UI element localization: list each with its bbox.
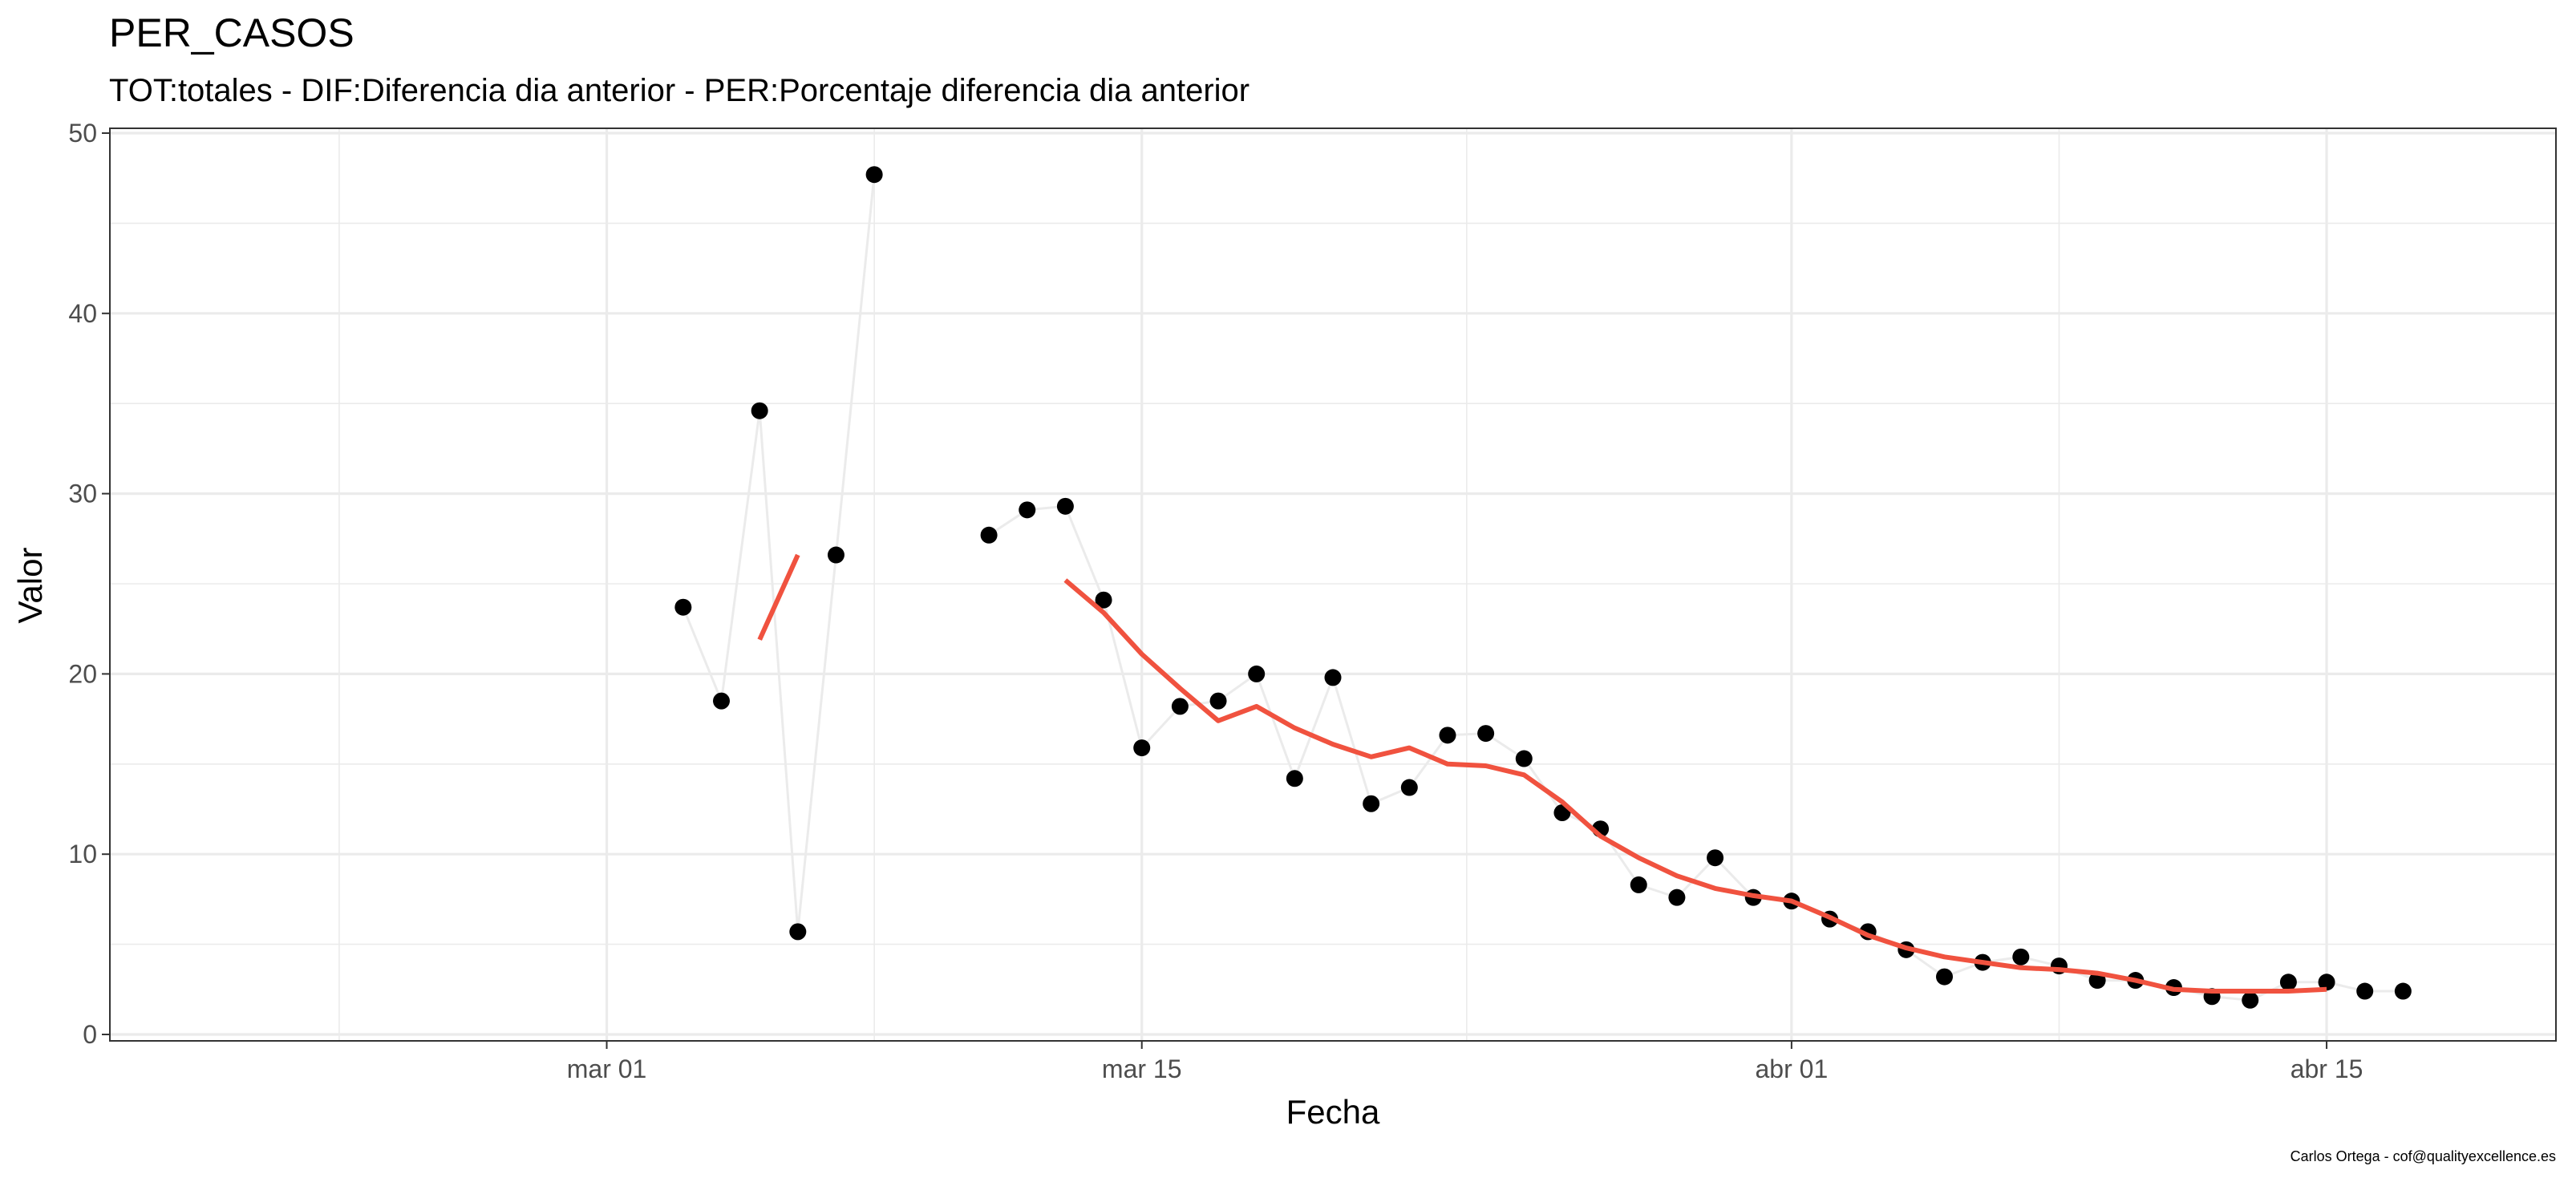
data-point <box>1363 795 1380 812</box>
y-tick-label: 40 <box>68 299 97 328</box>
y-axis-title: Valor <box>11 548 49 624</box>
data-point <box>827 546 844 564</box>
x-tick-label: mar 15 <box>1102 1054 1182 1083</box>
y-tick-label: 20 <box>68 659 97 688</box>
x-tick-labels: mar 01 mar 15 abr 01 abr 15 <box>567 1054 2363 1083</box>
panel-border <box>109 128 2557 1042</box>
data-point <box>751 402 768 419</box>
plot-panel <box>110 128 2556 1041</box>
data-point <box>789 923 807 941</box>
data-point <box>1707 849 1724 867</box>
data-point <box>2356 982 2374 1000</box>
data-point <box>1248 665 1266 682</box>
data-point <box>2318 974 2335 991</box>
data-point <box>1630 876 1647 893</box>
data-point <box>865 166 883 184</box>
y-tick-label: 0 <box>83 1020 97 1049</box>
data-point <box>674 598 692 616</box>
chart-subtitle: TOT:totales - DIF:Diferencia dia anterio… <box>109 73 1250 108</box>
data-point <box>2279 974 2297 991</box>
data-point <box>2012 948 2030 965</box>
chart-title: PER_CASOS <box>109 10 354 55</box>
x-axis-title: Fecha <box>1286 1093 1380 1131</box>
x-tick-label: mar 01 <box>567 1054 647 1083</box>
trend-line <box>757 553 800 641</box>
data-point <box>1668 889 1686 906</box>
y-tick-label: 10 <box>68 840 97 868</box>
data-point <box>1286 770 1303 787</box>
y-tick-label: 30 <box>68 480 97 508</box>
data-point <box>1209 692 1227 710</box>
trend-line <box>1063 578 2327 994</box>
series-line <box>682 174 876 933</box>
data-point <box>2394 982 2412 1000</box>
data-point <box>2242 991 2259 1009</box>
axis-ticks <box>102 132 2328 1049</box>
data-point <box>1936 968 1953 986</box>
data-point <box>1477 725 1495 743</box>
chart-caption: Carlos Ortega - cof@qualityexcellence.es <box>2290 1148 2556 1164</box>
data-point <box>1095 591 1112 609</box>
grid-lines <box>110 128 2556 1041</box>
data-point <box>713 692 730 710</box>
data-point <box>1515 750 1533 767</box>
x-tick-label: abr 15 <box>2290 1054 2363 1083</box>
y-tick-label: 50 <box>68 119 97 148</box>
trend-lines <box>757 553 2327 994</box>
data-point <box>1324 669 1342 686</box>
x-tick-label: abr 01 <box>1756 1054 1829 1083</box>
data-point <box>1019 501 1036 519</box>
data-point <box>1056 497 1074 515</box>
data-point <box>1439 727 1456 744</box>
y-tick-labels: 0 10 20 30 40 50 <box>68 119 97 1049</box>
data-point <box>1133 739 1151 757</box>
data-point <box>980 526 998 544</box>
data-point <box>1171 698 1189 715</box>
data-point <box>1400 779 1418 796</box>
